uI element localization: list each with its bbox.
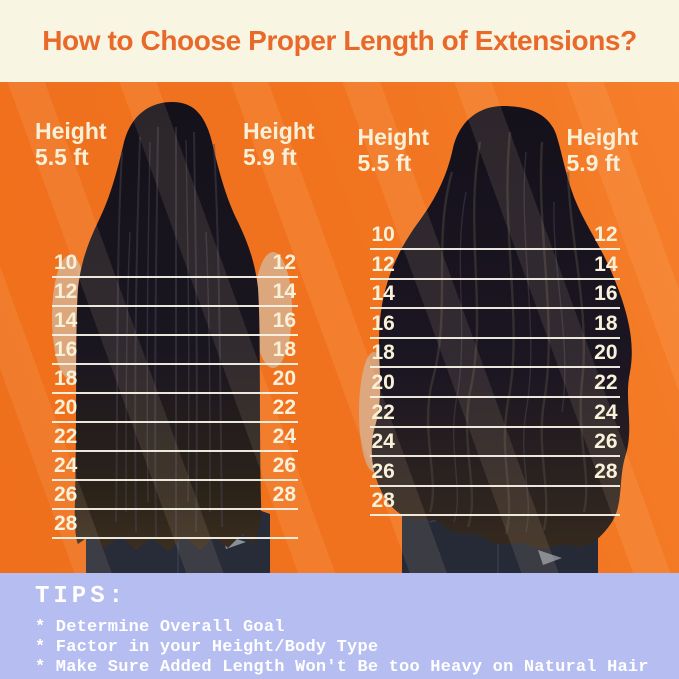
length-line — [52, 363, 298, 365]
tip-item: * Determine Overall Goal — [35, 618, 285, 637]
length-label-left: 26 — [54, 483, 78, 506]
length-label-right: 18 — [272, 338, 296, 361]
hair-silhouette — [371, 106, 632, 549]
length-line — [369, 396, 620, 398]
length-label-left: 24 — [371, 430, 395, 454]
length-line — [369, 277, 620, 280]
height-label-right: Height 5.9 ft — [566, 124, 639, 176]
hair-silhouette — [74, 102, 262, 551]
length-label-right: 24 — [594, 400, 618, 424]
length-label-left: 14 — [54, 309, 78, 332]
length-line — [52, 479, 298, 481]
length-label-right: 16 — [272, 309, 296, 332]
length-label-right: 18 — [594, 311, 618, 335]
length-label-right: 22 — [272, 396, 296, 419]
length-label-right: 20 — [272, 367, 296, 390]
pocket-logo — [537, 550, 562, 565]
shoulder-right — [254, 252, 292, 368]
length-label-right: 12 — [272, 251, 296, 274]
length-label-left: 24 — [54, 454, 78, 477]
length-label-left: 12 — [54, 280, 78, 303]
length-label-right: 12 — [594, 223, 618, 246]
length-line — [52, 537, 298, 539]
length-label-left: 12 — [371, 252, 395, 276]
length-line — [52, 392, 298, 394]
length-label-left: 26 — [371, 459, 395, 483]
length-line — [369, 336, 620, 339]
length-label-right: 14 — [272, 280, 296, 303]
page-title: How to Choose Proper Length of Extension… — [42, 25, 637, 56]
tip-item: * Make Sure Added Length Won't Be too He… — [35, 658, 649, 677]
length-line — [369, 514, 620, 517]
tip-item: * Factor in your Height/Body Type — [35, 638, 379, 657]
tips-list: * Determine Overall Goal * Factor in you… — [35, 618, 659, 678]
height-label-left: Height 5.5 ft — [357, 124, 430, 176]
straight-hair-figure — [52, 102, 292, 573]
wavy-hair-figure — [358, 106, 632, 573]
length-label-left: 20 — [371, 371, 395, 394]
length-label-left: 28 — [371, 489, 395, 513]
length-label-left: 16 — [54, 338, 78, 361]
length-line — [52, 276, 298, 278]
length-label-left: 28 — [54, 512, 78, 535]
length-label-right: 24 — [272, 425, 296, 448]
header: How to Choose Proper Length of Extension… — [0, 0, 679, 82]
panel-straight-hair: Height 5.5 ft Height 5.9 ft 10 12 12 14 14 16… — [0, 82, 340, 573]
length-label-right: 16 — [594, 282, 618, 306]
length-line — [52, 305, 298, 307]
length-label-left: 10 — [54, 251, 78, 274]
length-label-right: 28 — [272, 483, 296, 506]
length-label-right: 28 — [594, 459, 618, 483]
length-line — [369, 455, 620, 458]
tips-heading: TIPS: — [35, 583, 128, 610]
length-label-right: 20 — [594, 341, 618, 365]
length-label-left: 10 — [371, 223, 395, 246]
length-label-right: 26 — [594, 430, 618, 454]
length-line — [369, 425, 620, 428]
length-line — [52, 450, 298, 452]
length-label-left: 16 — [371, 311, 395, 335]
length-label-left: 22 — [371, 400, 395, 424]
height-label-left: Height 5.5 ft — [35, 118, 107, 170]
length-line — [52, 421, 298, 423]
length-label-left: 18 — [54, 367, 78, 390]
length-line — [369, 484, 620, 487]
length-line — [52, 508, 298, 510]
height-label-right: Height 5.9 ft — [243, 118, 315, 170]
tips-section: TIPS: * Determine Overall Goal * Factor … — [0, 573, 679, 679]
length-label-right: 14 — [594, 252, 618, 276]
length-line — [369, 248, 620, 250]
panel-wavy-hair: Height 5.5 ft Height 5.9 ft 10 12 12 14 14 16… — [340, 82, 679, 573]
length-line — [369, 307, 620, 310]
main-graphic: Height 5.5 ft Height 5.9 ft 10 12 12 14 14 16… — [0, 82, 679, 573]
length-label-left: 22 — [54, 425, 78, 448]
length-label-left: 20 — [54, 396, 78, 419]
length-line — [52, 334, 298, 336]
length-label-right: 22 — [594, 371, 618, 394]
length-label-right: 26 — [272, 454, 296, 477]
length-label-left: 14 — [371, 282, 395, 306]
length-line — [369, 366, 620, 369]
length-label-left: 18 — [371, 341, 395, 365]
